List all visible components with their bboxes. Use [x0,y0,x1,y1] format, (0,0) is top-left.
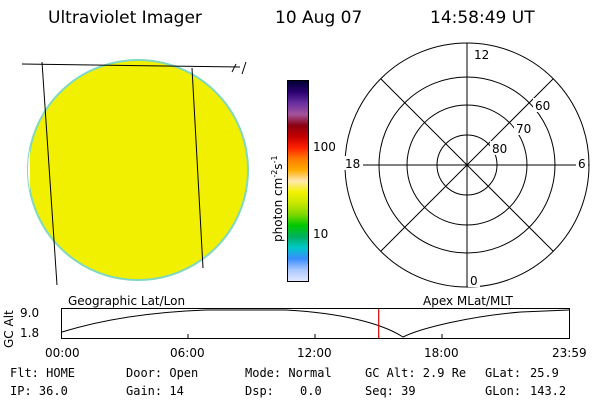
grid-tick [241,61,247,75]
label-backing [533,98,553,112]
colorbar-tick-10: 10 [313,227,329,241]
timeline-frame [61,308,570,339]
intensity-colorbar [287,80,309,282]
image-date: 10 Aug 07 [275,8,363,28]
mlt-label-18: 18 [345,157,360,171]
mlt-label-0: 0 [470,274,478,288]
status-dsp-label: Dsp: [245,384,274,398]
status-glat-label: GLat: [485,366,522,380]
apex-view-title: Apex MLat/MLT [423,294,513,308]
label-backing [576,156,588,170]
label-backing [490,141,510,155]
label-backing [343,156,363,170]
timeline-ytick-min: 1.8 [20,326,40,340]
app-title: Ultraviolet Imager [48,8,202,28]
earth-disk [27,59,249,281]
geographic-view-title: Geographic Lat/Lon [68,294,186,308]
status-mode: Mode: Normal [245,366,332,380]
status-seq: Seq: 39 [365,384,416,398]
status-flight: Flt: HOME [10,366,76,380]
timeline-ytick-max: 9.0 [20,306,40,320]
mlt-label-6: 6 [578,157,586,171]
grid-tick [231,63,237,73]
latitude-line [21,63,241,68]
status-gc-alt: GC Alt: 2.9 Re [365,366,467,380]
altitude-timeline[interactable] [61,308,573,342]
timeline-xtick-0000: 00:00 [45,346,80,360]
status-ip: IP: 36.0 [10,384,68,398]
longitude-line-right [191,67,204,269]
mlat-label-70: 70 [516,122,531,136]
colorbar-tick-100: 100 [313,140,336,154]
status-dsp-value: 0.0 [300,384,322,398]
mlat-label-80: 80 [492,142,507,156]
status-gain: Gain: 14 [126,384,184,398]
colorbar-label: photon cm-2s-1 [270,155,285,242]
altitude-curve [61,309,570,338]
longitude-line-left [41,61,58,286]
mlat-label-60: 60 [535,99,550,113]
timeline-xtick-0600: 06:00 [170,346,205,360]
status-glon-value: 143.2 [530,384,567,398]
label-backing [514,121,534,135]
label-backing [472,47,490,61]
earth-image-panel [21,59,249,286]
mlt-label-12: 12 [474,48,489,62]
polar-plot: 12 0 18 6 60 70 80 [343,42,590,288]
status-glon-label: GLon: [485,384,522,398]
timeline-xtick-1200: 12:00 [297,346,332,360]
status-glat-value: 25.9 [530,366,559,380]
image-edge-mask [28,60,30,280]
image-time: 14:58:49 UT [430,8,535,28]
timeline-xtick-1800: 18:00 [424,346,459,360]
status-door: Door: Open [126,366,199,380]
polar-diagonal [380,78,554,252]
label-backing [468,273,480,287]
timeline-xtick-2359: 23:59 [552,346,587,360]
timeline-ylabel: GC Alt [2,310,16,348]
